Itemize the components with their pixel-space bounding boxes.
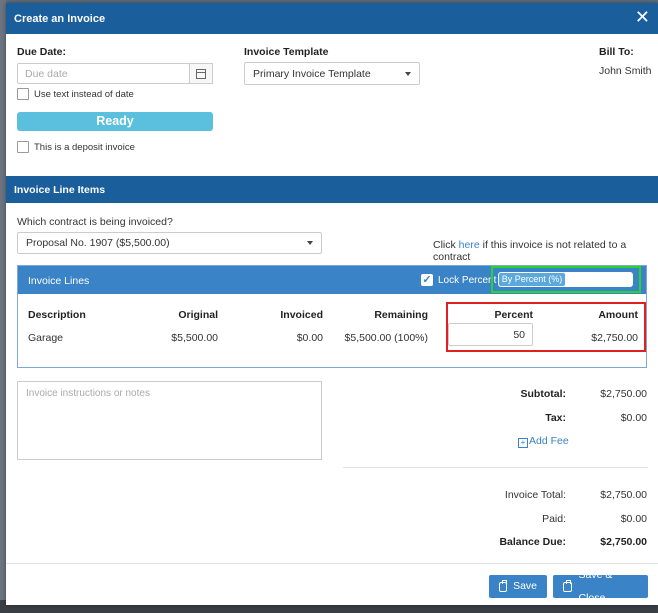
col-percent: Percent [494, 309, 533, 321]
invoice-total-label: Invoice Total: [504, 489, 566, 501]
percent-input[interactable]: 50 [448, 323, 533, 346]
plus-icon: + [518, 438, 528, 448]
deposit-checkbox[interactable] [17, 141, 29, 153]
paid-label: Paid: [542, 513, 566, 525]
save-close-label: Save & Close [578, 568, 613, 604]
click-suffix: if this invoice is not related to a cont… [433, 239, 627, 263]
bill-to-label: Bill To: [599, 46, 634, 58]
section-title: Invoice Line Items [14, 184, 106, 196]
due-date-placeholder: Due date [25, 68, 68, 80]
chevron-down-icon [405, 71, 411, 76]
percent-mode-toggle[interactable]: By Percent (%) [498, 272, 633, 287]
invoice-lines-header: Invoice Lines ✓ Lock Percent By Percent … [18, 266, 646, 294]
subtotal-label: Subtotal: [520, 388, 567, 400]
notes-placeholder: Invoice instructions or notes [26, 388, 150, 399]
create-invoice-modal: Create an Invoice ✕ Due Date: Due date U… [6, 3, 658, 605]
invoice-lines-title: Invoice Lines [28, 275, 90, 287]
col-amount: Amount [598, 309, 638, 321]
row-description: Garage [28, 332, 64, 344]
template-select[interactable]: Primary Invoice Template [244, 62, 420, 85]
lock-percent-checkbox[interactable]: ✓ [421, 274, 433, 286]
save-label: Save [513, 580, 537, 592]
add-fee-label: Add Fee [529, 435, 569, 447]
add-fee-button[interactable]: + Add Fee [518, 435, 569, 448]
contract-select[interactable]: Proposal No. 1907 ($5,500.00) [17, 232, 322, 254]
save-button[interactable]: Save [489, 575, 547, 598]
due-date-input[interactable]: Due date [17, 63, 190, 84]
subtotal-value: $2,750.00 [600, 388, 647, 400]
deposit-label: This is a deposit invoice [34, 142, 135, 153]
modal-header: Create an Invoice ✕ [6, 3, 658, 34]
col-invoiced: Invoiced [280, 309, 323, 321]
due-date-label: Due Date: [17, 46, 67, 58]
lock-percent-label: Lock Percent [438, 275, 497, 286]
invoice-lines-panel: Invoice Lines ✓ Lock Percent By Percent … [17, 265, 647, 368]
footer-divider [6, 563, 658, 564]
click-prefix: Click [433, 239, 456, 251]
balance-due-value: $2,750.00 [600, 536, 647, 548]
modal-title: Create an Invoice [14, 13, 106, 25]
calendar-icon [196, 69, 206, 79]
use-text-label: Use text instead of date [34, 89, 134, 100]
save-icon [499, 579, 508, 592]
tax-label: Tax: [545, 412, 566, 424]
percent-amount-highlight [446, 302, 646, 352]
backdrop [0, 0, 6, 613]
unrelated-contract-text: Click here if this invoice is not relate… [433, 239, 658, 263]
tax-value: $0.00 [620, 412, 647, 424]
col-remaining: Remaining [374, 309, 428, 321]
contract-question: Which contract is being invoiced? [17, 216, 173, 228]
paid-value: $0.00 [620, 513, 647, 525]
save-icon [563, 579, 573, 592]
date-picker-button[interactable] [189, 63, 213, 84]
row-amount: $2,750.00 [591, 332, 638, 344]
invoice-notes-textarea[interactable]: Invoice instructions or notes [17, 381, 322, 460]
col-original: Original [178, 309, 218, 321]
bill-to-value: John Smith [599, 65, 652, 77]
percent-mode-highlight: By Percent (%) [491, 266, 641, 293]
invoice-total-value: $2,750.00 [600, 489, 647, 501]
chevron-down-icon [307, 241, 313, 245]
row-invoiced: $0.00 [296, 332, 323, 344]
save-close-button[interactable]: Save & Close [553, 569, 648, 604]
close-icon[interactable]: ✕ [634, 7, 650, 27]
contract-value: Proposal No. 1907 ($5,500.00) [26, 237, 170, 249]
ready-button[interactable]: Ready [17, 112, 213, 131]
by-percent-option[interactable]: By Percent (%) [499, 273, 565, 286]
use-text-checkbox[interactable] [17, 88, 29, 100]
row-remaining: $5,500.00 (100%) [344, 332, 428, 344]
row-original: $5,500.00 [171, 332, 218, 344]
here-link[interactable]: here [458, 239, 480, 251]
template-label: Invoice Template [244, 46, 329, 58]
totals-divider [343, 467, 648, 468]
balance-due-label: Balance Due: [499, 536, 566, 548]
col-description: Description [28, 309, 86, 321]
template-value: Primary Invoice Template [253, 67, 371, 80]
line-items-section-bar: Invoice Line Items [6, 176, 658, 203]
